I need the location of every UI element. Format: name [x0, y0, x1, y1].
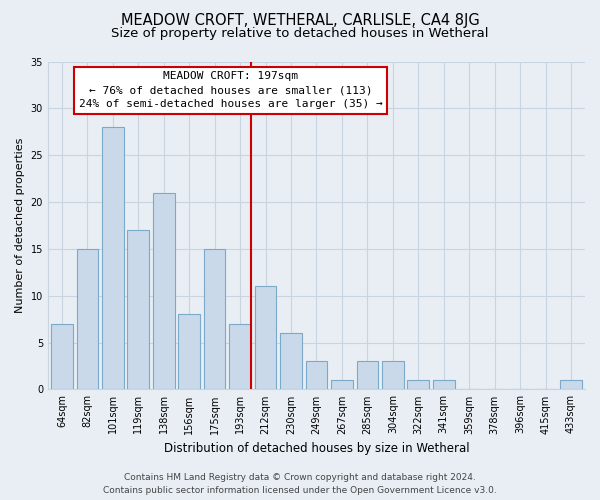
Bar [229, 324, 251, 390]
Bar [204, 249, 226, 390]
Bar [127, 230, 149, 390]
Bar [331, 380, 353, 390]
Bar [178, 314, 200, 390]
Text: Contains HM Land Registry data © Crown copyright and database right 2024.
Contai: Contains HM Land Registry data © Crown c… [103, 474, 497, 495]
Text: Size of property relative to detached houses in Wetheral: Size of property relative to detached ho… [111, 28, 489, 40]
Text: MEADOW CROFT: 197sqm
← 76% of detached houses are smaller (113)
24% of semi-deta: MEADOW CROFT: 197sqm ← 76% of detached h… [79, 72, 382, 110]
Bar [51, 324, 73, 390]
Bar [77, 249, 98, 390]
Bar [433, 380, 455, 390]
Y-axis label: Number of detached properties: Number of detached properties [15, 138, 25, 313]
Bar [560, 380, 582, 390]
Bar [153, 192, 175, 390]
Bar [255, 286, 277, 390]
Bar [407, 380, 429, 390]
Bar [305, 362, 327, 390]
Bar [280, 333, 302, 390]
X-axis label: Distribution of detached houses by size in Wetheral: Distribution of detached houses by size … [164, 442, 469, 455]
Bar [102, 127, 124, 390]
Text: MEADOW CROFT, WETHERAL, CARLISLE, CA4 8JG: MEADOW CROFT, WETHERAL, CARLISLE, CA4 8J… [121, 12, 479, 28]
Bar [356, 362, 378, 390]
Bar [382, 362, 404, 390]
